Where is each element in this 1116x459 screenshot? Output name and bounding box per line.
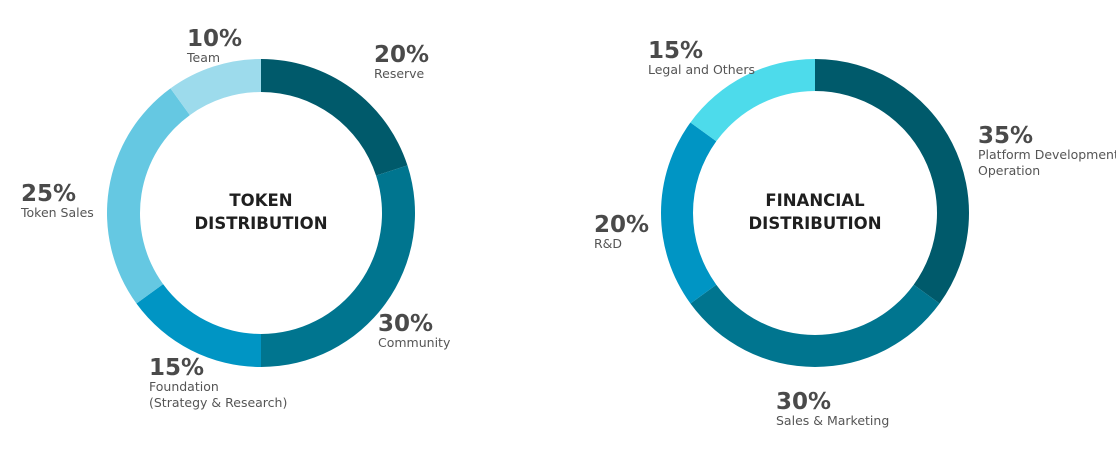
slice-label-foundation-strategy-research: Foundation (Strategy & Research) — [149, 379, 287, 410]
slice-label-platform-development-operation: Platform Development Operation — [978, 147, 1116, 178]
slice-label-team: Team — [186, 50, 220, 65]
slice-platform-development-operation — [815, 59, 969, 304]
slice-sales-marketing — [690, 284, 940, 368]
slice-reserve — [261, 59, 408, 176]
slice-token-sales — [106, 88, 190, 304]
chart-title-1: FINANCIAL DISTRIBUTION — [748, 191, 881, 233]
slice-label-sales-marketing: Sales & Marketing — [776, 413, 889, 428]
slice-r-d — [661, 122, 717, 304]
slice-community — [261, 165, 416, 367]
slice-label-reserve: Reserve — [374, 66, 425, 81]
slice-label-legal-and-others: Legal and Others — [648, 62, 755, 77]
slice-foundation-strategy-research — [136, 284, 261, 367]
slice-team — [170, 59, 261, 116]
percent-label-platform-development-operation: 35% — [978, 123, 1033, 149]
slice-label-r-d: R&D — [594, 236, 622, 251]
slice-label-community: Community — [378, 335, 451, 350]
percent-label-r-d: 20% — [594, 212, 649, 238]
financial-distribution-chart: 35%Platform Development Operation 30%Sales… — [594, 38, 1116, 428]
slice-label-token-sales: Token Sales — [20, 205, 94, 220]
percent-label-team: 10% — [187, 26, 242, 52]
chart-title-0: TOKEN DISTRIBUTION — [194, 191, 327, 233]
token-distribution-chart: 20%Reserve 30%Community 15%Foundation (Stra… — [20, 26, 451, 410]
percent-label-foundation-strategy-research: 15% — [149, 355, 204, 381]
percent-label-legal-and-others: 15% — [648, 38, 703, 64]
percent-label-sales-marketing: 30% — [776, 389, 831, 415]
percent-label-reserve: 20% — [374, 42, 429, 68]
slice-legal-and-others — [690, 58, 815, 142]
percent-label-token-sales: 25% — [21, 181, 76, 207]
percent-label-community: 30% — [378, 311, 433, 337]
